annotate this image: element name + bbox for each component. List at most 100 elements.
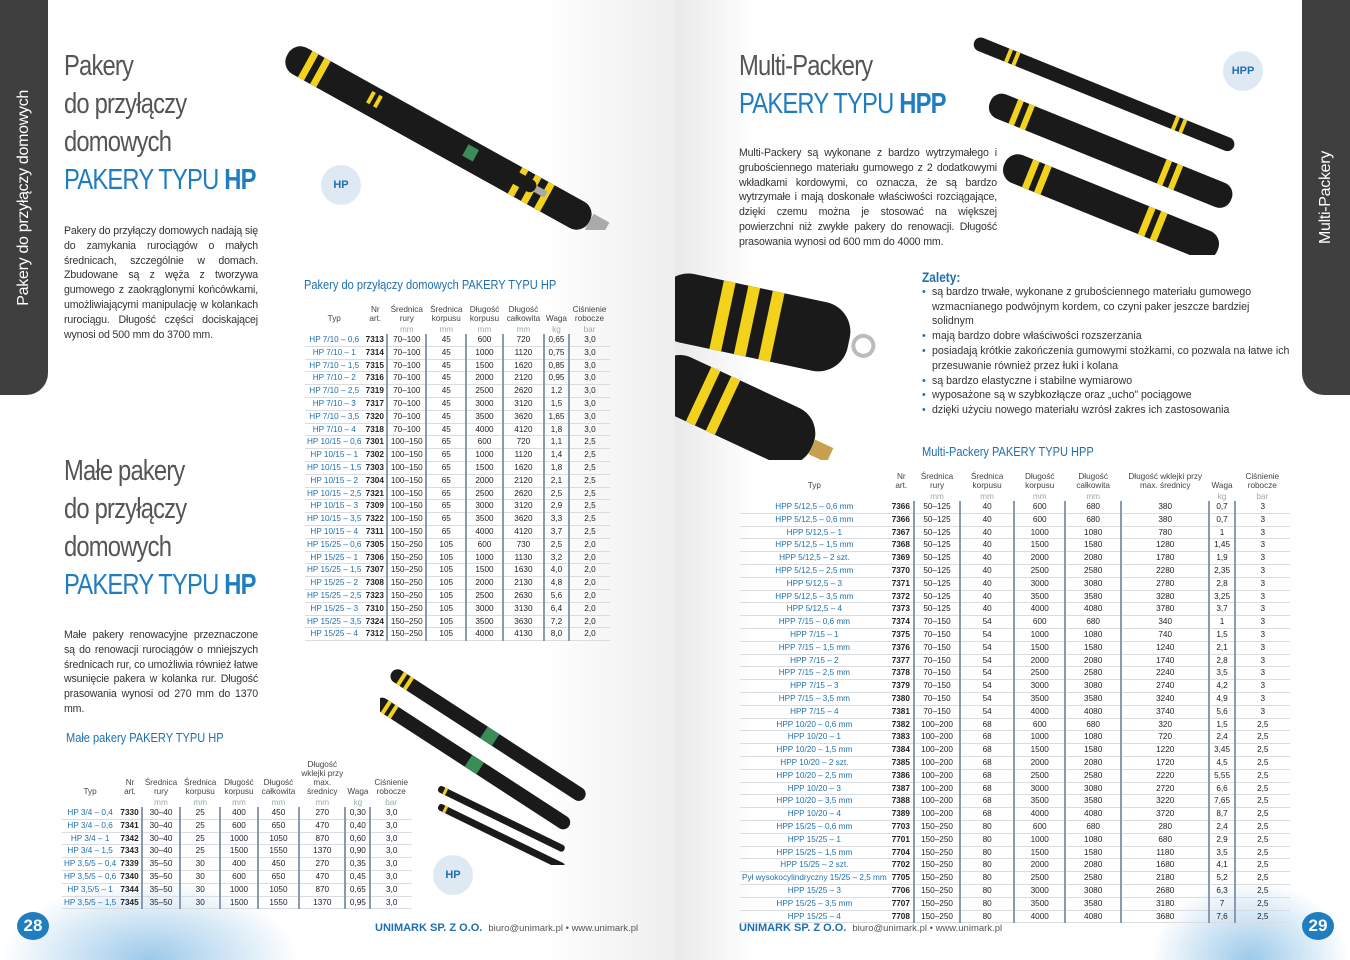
page-number: 29: [1302, 912, 1334, 940]
weight-cell: 3,5: [1209, 846, 1236, 860]
body-diameter-cell: 30: [180, 896, 222, 910]
insert-length-cell: 340: [1120, 615, 1211, 629]
body-diameter-cell: 65: [426, 474, 468, 488]
insert-length-cell: 680: [1120, 833, 1211, 847]
pressure-cell: 2,5: [1234, 833, 1290, 847]
pipe-diameter-cell: 150–250: [387, 615, 428, 629]
table-title-small-hp: Małe pakery PAKERY TYPU HP: [66, 730, 224, 745]
body-diameter-cell: 65: [426, 448, 468, 462]
article-number-cell: 7387: [888, 782, 915, 796]
type-cell: HP 10/15 – 0,6: [305, 435, 364, 450]
pressure-cell: 2,5: [569, 487, 610, 501]
total-length-cell: 1580: [1065, 538, 1122, 553]
pressure-cell: 2,5: [1234, 794, 1290, 809]
body-diameter-cell: 105: [426, 615, 468, 629]
type-cell: HP 10/15 – 3: [305, 499, 364, 514]
pressure-cell: 2,5: [1234, 910, 1290, 924]
body-length-cell: 600: [220, 870, 259, 884]
weight-cell: 2,1: [1209, 641, 1236, 655]
body-diameter-cell: 40: [960, 564, 1016, 578]
body-length-cell: 600: [1014, 513, 1067, 527]
total-length-cell: 650: [257, 819, 301, 833]
table-row: HP 10/15 – 4 7311 100–150 65 4000 4120 3,7 2,5: [305, 525, 610, 539]
type-cell: HP 10/15 – 1,5: [305, 461, 364, 475]
weight-cell: 0,90: [345, 844, 372, 859]
column-header-label: Średnica korpusu: [184, 778, 217, 796]
advantages-title: Zalety:: [922, 269, 961, 285]
body-length-cell: 4000: [1014, 602, 1067, 617]
total-length-cell: 450: [257, 807, 301, 820]
insert-length-cell: 740: [1120, 628, 1211, 642]
article-number-cell: 7343: [118, 844, 143, 859]
body-length-cell: 3500: [466, 512, 504, 526]
body-diameter-cell: 45: [426, 423, 468, 437]
column-unit: [64, 798, 116, 807]
article-number-cell: 7305: [363, 538, 389, 552]
column-header: Długość korpusu mm: [1014, 472, 1065, 501]
body-length-cell: 3500: [1014, 590, 1067, 604]
article-number-cell: 7701: [888, 833, 915, 847]
pressure-cell: 3,0: [569, 359, 610, 373]
pipe-diameter-cell: 70–100: [387, 397, 428, 411]
article-number-cell: 7330: [118, 807, 143, 820]
weight-cell: 4,1: [1209, 858, 1236, 873]
total-length-cell: 3080: [1065, 782, 1122, 796]
insert-length-cell: 3680: [1120, 910, 1211, 924]
insert-length-cell: 1370: [299, 896, 347, 910]
type-cell: HP 3/4 – 0,6: [62, 819, 119, 833]
total-length-cell: 3580: [1065, 897, 1122, 911]
article-number-cell: 7707: [888, 897, 915, 911]
type-cell: HPP 15/25 – 4: [740, 910, 889, 924]
table-row: HP 15/25 – 3,5 7324 150–250 105 3500 3630 7,2 2…: [305, 615, 610, 629]
pipe-diameter-cell: 70–150: [913, 692, 962, 706]
body-diameter-cell: 40: [960, 501, 1016, 514]
body-diameter-cell: 65: [426, 487, 468, 501]
pressure-cell: 3: [1234, 628, 1290, 642]
article-number-cell: 7388: [888, 794, 915, 809]
table-row: HP 15/25 – 4 7312 150–250 105 4000 4130 8,0 2,0: [305, 627, 610, 642]
pressure-cell: 2,5: [569, 448, 610, 462]
table-row: HP 7/10 – 1 7314 70–100 45 1000 1120 0,75 3,0: [305, 346, 610, 360]
body-diameter-cell: 105: [426, 576, 468, 590]
body-diameter-cell: 45: [426, 384, 468, 398]
pressure-cell: 2,5: [1234, 782, 1290, 796]
type-cell: HP 3,5/5 – 0,4: [62, 857, 119, 871]
table-row: HPP 15/25 – 1 7701 150–250 80 1000 1080 680 2,9…: [740, 833, 1290, 847]
pipe-diameter-cell: 100–200: [913, 718, 962, 732]
body-diameter-cell: 25: [180, 844, 222, 859]
pressure-cell: 3,0: [370, 819, 412, 833]
body-length-cell: 3500: [1014, 897, 1067, 911]
pipe-diameter-cell: 150–250: [387, 576, 428, 590]
weight-cell: 4,8: [543, 576, 571, 590]
total-length-cell: 1050: [257, 883, 301, 897]
total-length-cell: 3080: [1065, 884, 1122, 898]
column-header-label: Średnica rury: [920, 472, 954, 490]
total-length-cell: 1550: [257, 844, 301, 859]
body-diameter-cell: 25: [180, 832, 222, 846]
body-diameter-cell: 30: [180, 883, 222, 897]
type-cell: HPP 5/12,5 – 2 szt.: [740, 551, 889, 565]
pipe-diameter-cell: 100–200: [913, 756, 962, 770]
column-unit: mm: [1032, 492, 1047, 501]
column-header: Średnica korpusu mm: [960, 472, 1014, 501]
insert-length-cell: 280: [1120, 820, 1211, 834]
total-length-cell: 4080: [1065, 807, 1122, 821]
article-number-cell: 7706: [888, 884, 915, 898]
type-cell: HPP 5/12,5 – 2,5 mm: [740, 564, 889, 578]
body-length-cell: 1500: [1014, 846, 1067, 860]
body-length-cell: 3000: [1014, 577, 1067, 591]
body-diameter-cell: 65: [426, 499, 468, 514]
insert-length-cell: 2680: [1120, 884, 1211, 898]
column-header-label: Waga: [545, 314, 567, 323]
body-length-cell: 1500: [1014, 743, 1067, 757]
pressure-cell: 2,0: [569, 551, 610, 565]
total-length-cell: 450: [257, 857, 301, 871]
total-length-cell: 3620: [502, 512, 545, 526]
column-header: Waga kg: [345, 760, 370, 807]
body-diameter-cell: 54: [960, 692, 1016, 706]
weight-cell: 7,6: [1209, 910, 1236, 924]
total-length-cell: 1120: [502, 448, 545, 462]
type-cell: HP 15/25 – 4: [305, 627, 364, 642]
article-number-cell: 7384: [888, 743, 915, 757]
pressure-cell: 2,0: [569, 576, 610, 590]
